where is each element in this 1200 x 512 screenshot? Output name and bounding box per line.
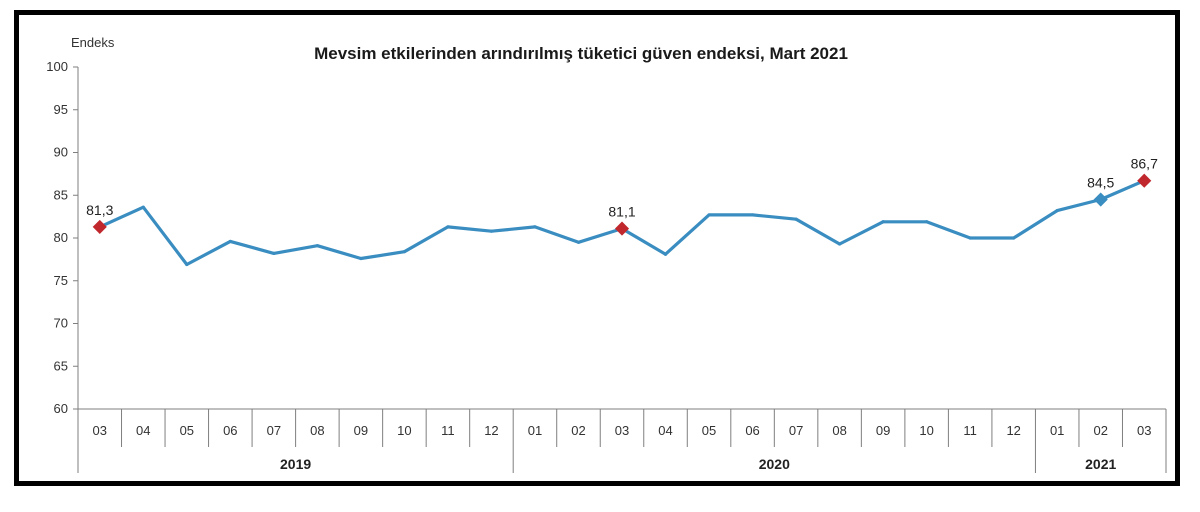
data-point: [663, 252, 668, 256]
data-point: [794, 217, 798, 221]
highlight-marker: [614, 221, 630, 236]
y-tick-labels: 60 65 70 75 80 85 90 95 100: [46, 59, 68, 416]
x-tick-label: 03: [1137, 423, 1151, 438]
x-tick-label: 03: [93, 423, 107, 438]
data-point: [446, 225, 450, 229]
data-point: [489, 229, 494, 233]
x-tick-label: 11: [441, 423, 455, 438]
y-tick-label: 95: [54, 102, 68, 117]
y-tick-label: 70: [54, 316, 68, 331]
highlight-marker: [1093, 192, 1108, 207]
y-tick-label: 90: [54, 145, 68, 160]
x-tick-label: 05: [702, 423, 716, 438]
x-tick-label: 01: [528, 423, 542, 438]
highlight-marker: [1137, 173, 1152, 188]
x-tick-label: 12: [1006, 423, 1020, 438]
data-point: [141, 205, 145, 209]
data-point: [881, 220, 885, 224]
y-axis-label: Endeks: [71, 35, 115, 50]
data-point: [968, 236, 972, 240]
x-tick-label: 10: [397, 423, 411, 438]
data-label: 81,3: [86, 202, 113, 218]
y-tick-label: 100: [46, 59, 68, 74]
x-tick-label: 08: [832, 423, 846, 438]
x-tick-label: 04: [136, 423, 150, 438]
highlight-marker: [92, 219, 107, 234]
data-point: [1012, 236, 1016, 240]
chart-frame: Mevsim etkilerinden arındırılmış tüketic…: [14, 10, 1180, 486]
data-point: [925, 220, 929, 224]
y-tick-label: 60: [54, 401, 68, 416]
year-labels: 2019 2020 2021: [280, 456, 1116, 472]
x-tick-label: 01: [1050, 423, 1064, 438]
data-point: [272, 251, 276, 255]
axes: [73, 66, 1167, 473]
data-labels: 81,3 81,1 84,5 86,7: [86, 156, 1158, 220]
data-point: [359, 256, 363, 261]
data-point: [1055, 209, 1059, 213]
x-tick-labels: 03 04 05 06 07 08 09 10 11 12 01 02 03 04 05 06 07 08 09 10…: [93, 423, 1152, 438]
y-tick-label: 85: [54, 187, 68, 202]
data-point: [576, 240, 581, 244]
data-points: [92, 173, 1152, 267]
x-tick-label: 06: [745, 423, 759, 438]
data-point: [315, 244, 319, 248]
data-label: 86,7: [1131, 156, 1158, 172]
x-tick-label: 06: [223, 423, 237, 438]
data-point: [185, 262, 189, 267]
year-label: 2021: [1085, 456, 1116, 472]
data-point: [228, 239, 232, 244]
x-tick-label: 05: [180, 423, 194, 438]
x-tick-label: 11: [963, 423, 977, 438]
data-point: [750, 213, 755, 217]
x-tick-label: 12: [484, 423, 498, 438]
data-label: 81,1: [608, 204, 635, 220]
x-tick-label: 07: [267, 423, 281, 438]
x-tick-label: 03: [615, 423, 629, 438]
y-tick-label: 65: [54, 358, 68, 373]
chart-title: Mevsim etkilerinden arındırılmış tüketic…: [314, 44, 848, 63]
line-chart: Mevsim etkilerinden arındırılmış tüketic…: [46, 35, 1167, 473]
x-tick-label: 07: [789, 423, 803, 438]
year-label: 2019: [280, 456, 311, 472]
data-point: [838, 242, 842, 246]
x-tick-label: 09: [354, 423, 368, 438]
x-tick-label: 08: [310, 423, 324, 438]
data-point: [707, 213, 711, 217]
year-label: 2020: [759, 456, 790, 472]
x-tick-label: 02: [1093, 423, 1107, 438]
x-tick-label: 04: [658, 423, 672, 438]
data-point: [533, 225, 537, 229]
x-tick-label: 10: [919, 423, 933, 438]
x-tick-label: 02: [571, 423, 585, 438]
data-label: 84,5: [1087, 175, 1114, 191]
y-tick-label: 75: [54, 273, 68, 288]
y-tick-label: 80: [54, 230, 68, 245]
x-tick-label: 09: [876, 423, 890, 438]
data-point: [402, 250, 406, 254]
